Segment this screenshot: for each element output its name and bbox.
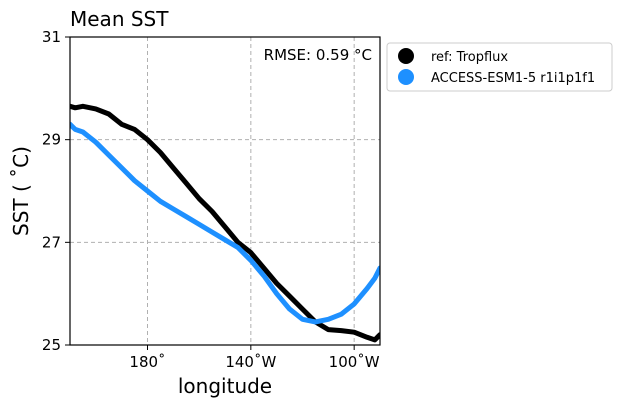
legend-marker bbox=[398, 48, 414, 64]
series-line-1 bbox=[70, 121, 380, 325]
plot-frame bbox=[69, 36, 381, 346]
legend-frame bbox=[386, 42, 613, 92]
rmse-annotation: RMSE: 0.59 °C bbox=[264, 46, 372, 64]
grid bbox=[70, 37, 380, 345]
chart-title: Mean SST bbox=[70, 7, 169, 31]
y-axis-label: SST ( ˚C) bbox=[9, 146, 33, 236]
legend: ref: Tropflux ACCESS-ESM1-5 r1i1p1f1 bbox=[386, 42, 613, 92]
series-line-0 bbox=[70, 103, 380, 343]
x-tick-label: 180˚ bbox=[129, 353, 165, 371]
y-tick-label: 27 bbox=[42, 233, 61, 251]
y-tick-label: 31 bbox=[42, 28, 61, 46]
y-tick-label: 25 bbox=[42, 336, 61, 354]
legend-label: ref: Tropflux bbox=[431, 50, 508, 65]
series-lines bbox=[70, 103, 380, 343]
y-tick-label: 29 bbox=[42, 131, 61, 149]
axis-ticks: 180˚ 140˚W 100˚W 25 27 29 31 bbox=[42, 28, 380, 371]
legend-label: ACCESS-ESM1-5 r1i1p1f1 bbox=[431, 71, 595, 86]
x-tick-label: 100˚W bbox=[329, 353, 380, 371]
x-axis-label: longitude bbox=[178, 374, 272, 398]
x-tick-label: 140˚W bbox=[225, 353, 276, 371]
legend-marker bbox=[398, 69, 414, 85]
